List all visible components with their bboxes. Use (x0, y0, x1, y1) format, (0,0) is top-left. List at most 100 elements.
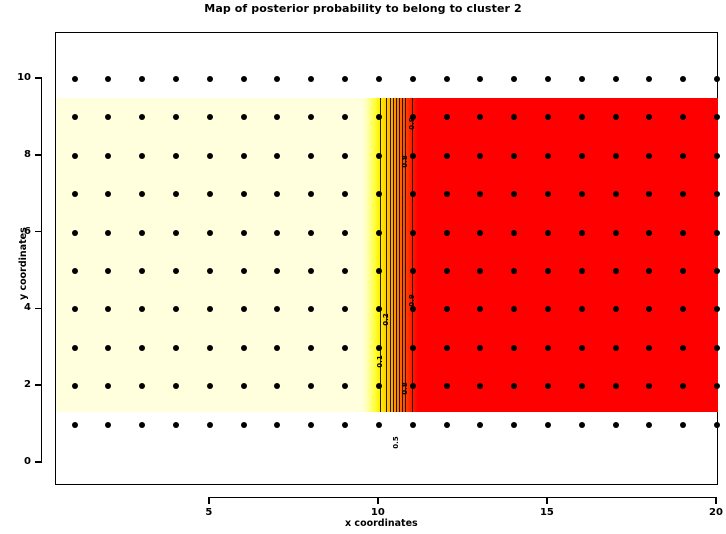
grid-point (173, 344, 180, 351)
grid-point (680, 267, 687, 274)
y-axis-tick-label: 8 (24, 148, 31, 160)
grid-point (308, 229, 315, 236)
grid-point (308, 191, 315, 198)
y-axis-tick-label: 4 (24, 302, 31, 314)
grid-point (342, 421, 349, 428)
grid-point (612, 114, 619, 121)
grid-point (612, 76, 619, 83)
grid-point (511, 114, 518, 121)
contour-line-0.9 (411, 98, 413, 412)
grid-point (139, 421, 146, 428)
grid-point (105, 383, 112, 390)
y-axis-tick-label: 0 (24, 455, 31, 467)
grid-point (240, 421, 247, 428)
contour-line-0.3 (390, 98, 392, 412)
grid-point (646, 152, 653, 159)
grid-point (71, 306, 78, 313)
grid-point (680, 76, 687, 83)
grid-point (105, 76, 112, 83)
grid-point (274, 421, 281, 428)
grid-point (443, 421, 450, 428)
grid-point (105, 306, 112, 313)
grid-point (477, 191, 484, 198)
grid-point (680, 229, 687, 236)
grid-point (240, 152, 247, 159)
x-axis-line (208, 497, 716, 499)
grid-point (308, 344, 315, 351)
grid-point (477, 229, 484, 236)
grid-point (477, 76, 484, 83)
grid-point (274, 76, 281, 83)
grid-point (409, 191, 416, 198)
grid-point (375, 267, 382, 274)
grid-point (443, 114, 450, 121)
grid-point (206, 306, 213, 313)
y-axis-tick (35, 77, 42, 79)
x-axis-tick (715, 497, 717, 504)
y-axis-tick (35, 154, 42, 156)
grid-point (511, 152, 518, 159)
grid-point (342, 191, 349, 198)
grid-point (578, 76, 585, 83)
grid-point (612, 267, 619, 274)
grid-point (578, 267, 585, 274)
grid-point (443, 306, 450, 313)
grid-point (342, 344, 349, 351)
grid-point (139, 76, 146, 83)
grid-point (714, 421, 720, 428)
grid-point (240, 383, 247, 390)
grid-point (511, 344, 518, 351)
grid-point (409, 76, 416, 83)
grid-point (342, 114, 349, 121)
grid-point (308, 114, 315, 121)
grid-point (511, 421, 518, 428)
grid-point (274, 306, 281, 313)
grid-point (375, 421, 382, 428)
grid-point (375, 344, 382, 351)
grid-point (71, 152, 78, 159)
grid-point (139, 267, 146, 274)
grid-point (612, 306, 619, 313)
grid-point (173, 229, 180, 236)
grid-point (173, 76, 180, 83)
grid-point (375, 229, 382, 236)
grid-point (308, 306, 315, 313)
grid-point (375, 383, 382, 390)
grid-point (206, 114, 213, 121)
grid-point (375, 191, 382, 198)
grid-point (240, 191, 247, 198)
grid-point (680, 191, 687, 198)
grid-point (139, 152, 146, 159)
grid-point (544, 114, 551, 121)
grid-point (680, 421, 687, 428)
grid-point (105, 229, 112, 236)
grid-point (375, 152, 382, 159)
grid-point (173, 383, 180, 390)
grid-point (105, 191, 112, 198)
grid-point (443, 344, 450, 351)
grid-point (409, 344, 416, 351)
y-axis-tick (35, 461, 42, 463)
grid-point (680, 383, 687, 390)
grid-point (680, 344, 687, 351)
x-axis-tick-label: 5 (205, 507, 213, 518)
plot-frame: 0.9 0.8 0.9 0.2 0.1 0.8 0.5 (55, 32, 720, 485)
grid-point (206, 421, 213, 428)
grid-point (71, 114, 78, 121)
grid-point (714, 306, 720, 313)
y-axis-tick (35, 384, 42, 386)
grid-point (612, 152, 619, 159)
grid-point (206, 76, 213, 83)
grid-point (612, 421, 619, 428)
grid-point (714, 152, 720, 159)
grid-point (544, 421, 551, 428)
grid-point (139, 191, 146, 198)
grid-point (105, 267, 112, 274)
grid-point (71, 76, 78, 83)
x-axis-tick (377, 497, 379, 504)
grid-point (342, 267, 349, 274)
grid-point (680, 306, 687, 313)
grid-point (71, 191, 78, 198)
grid-point (71, 344, 78, 351)
y-axis-tick-label: 6 (24, 225, 31, 237)
